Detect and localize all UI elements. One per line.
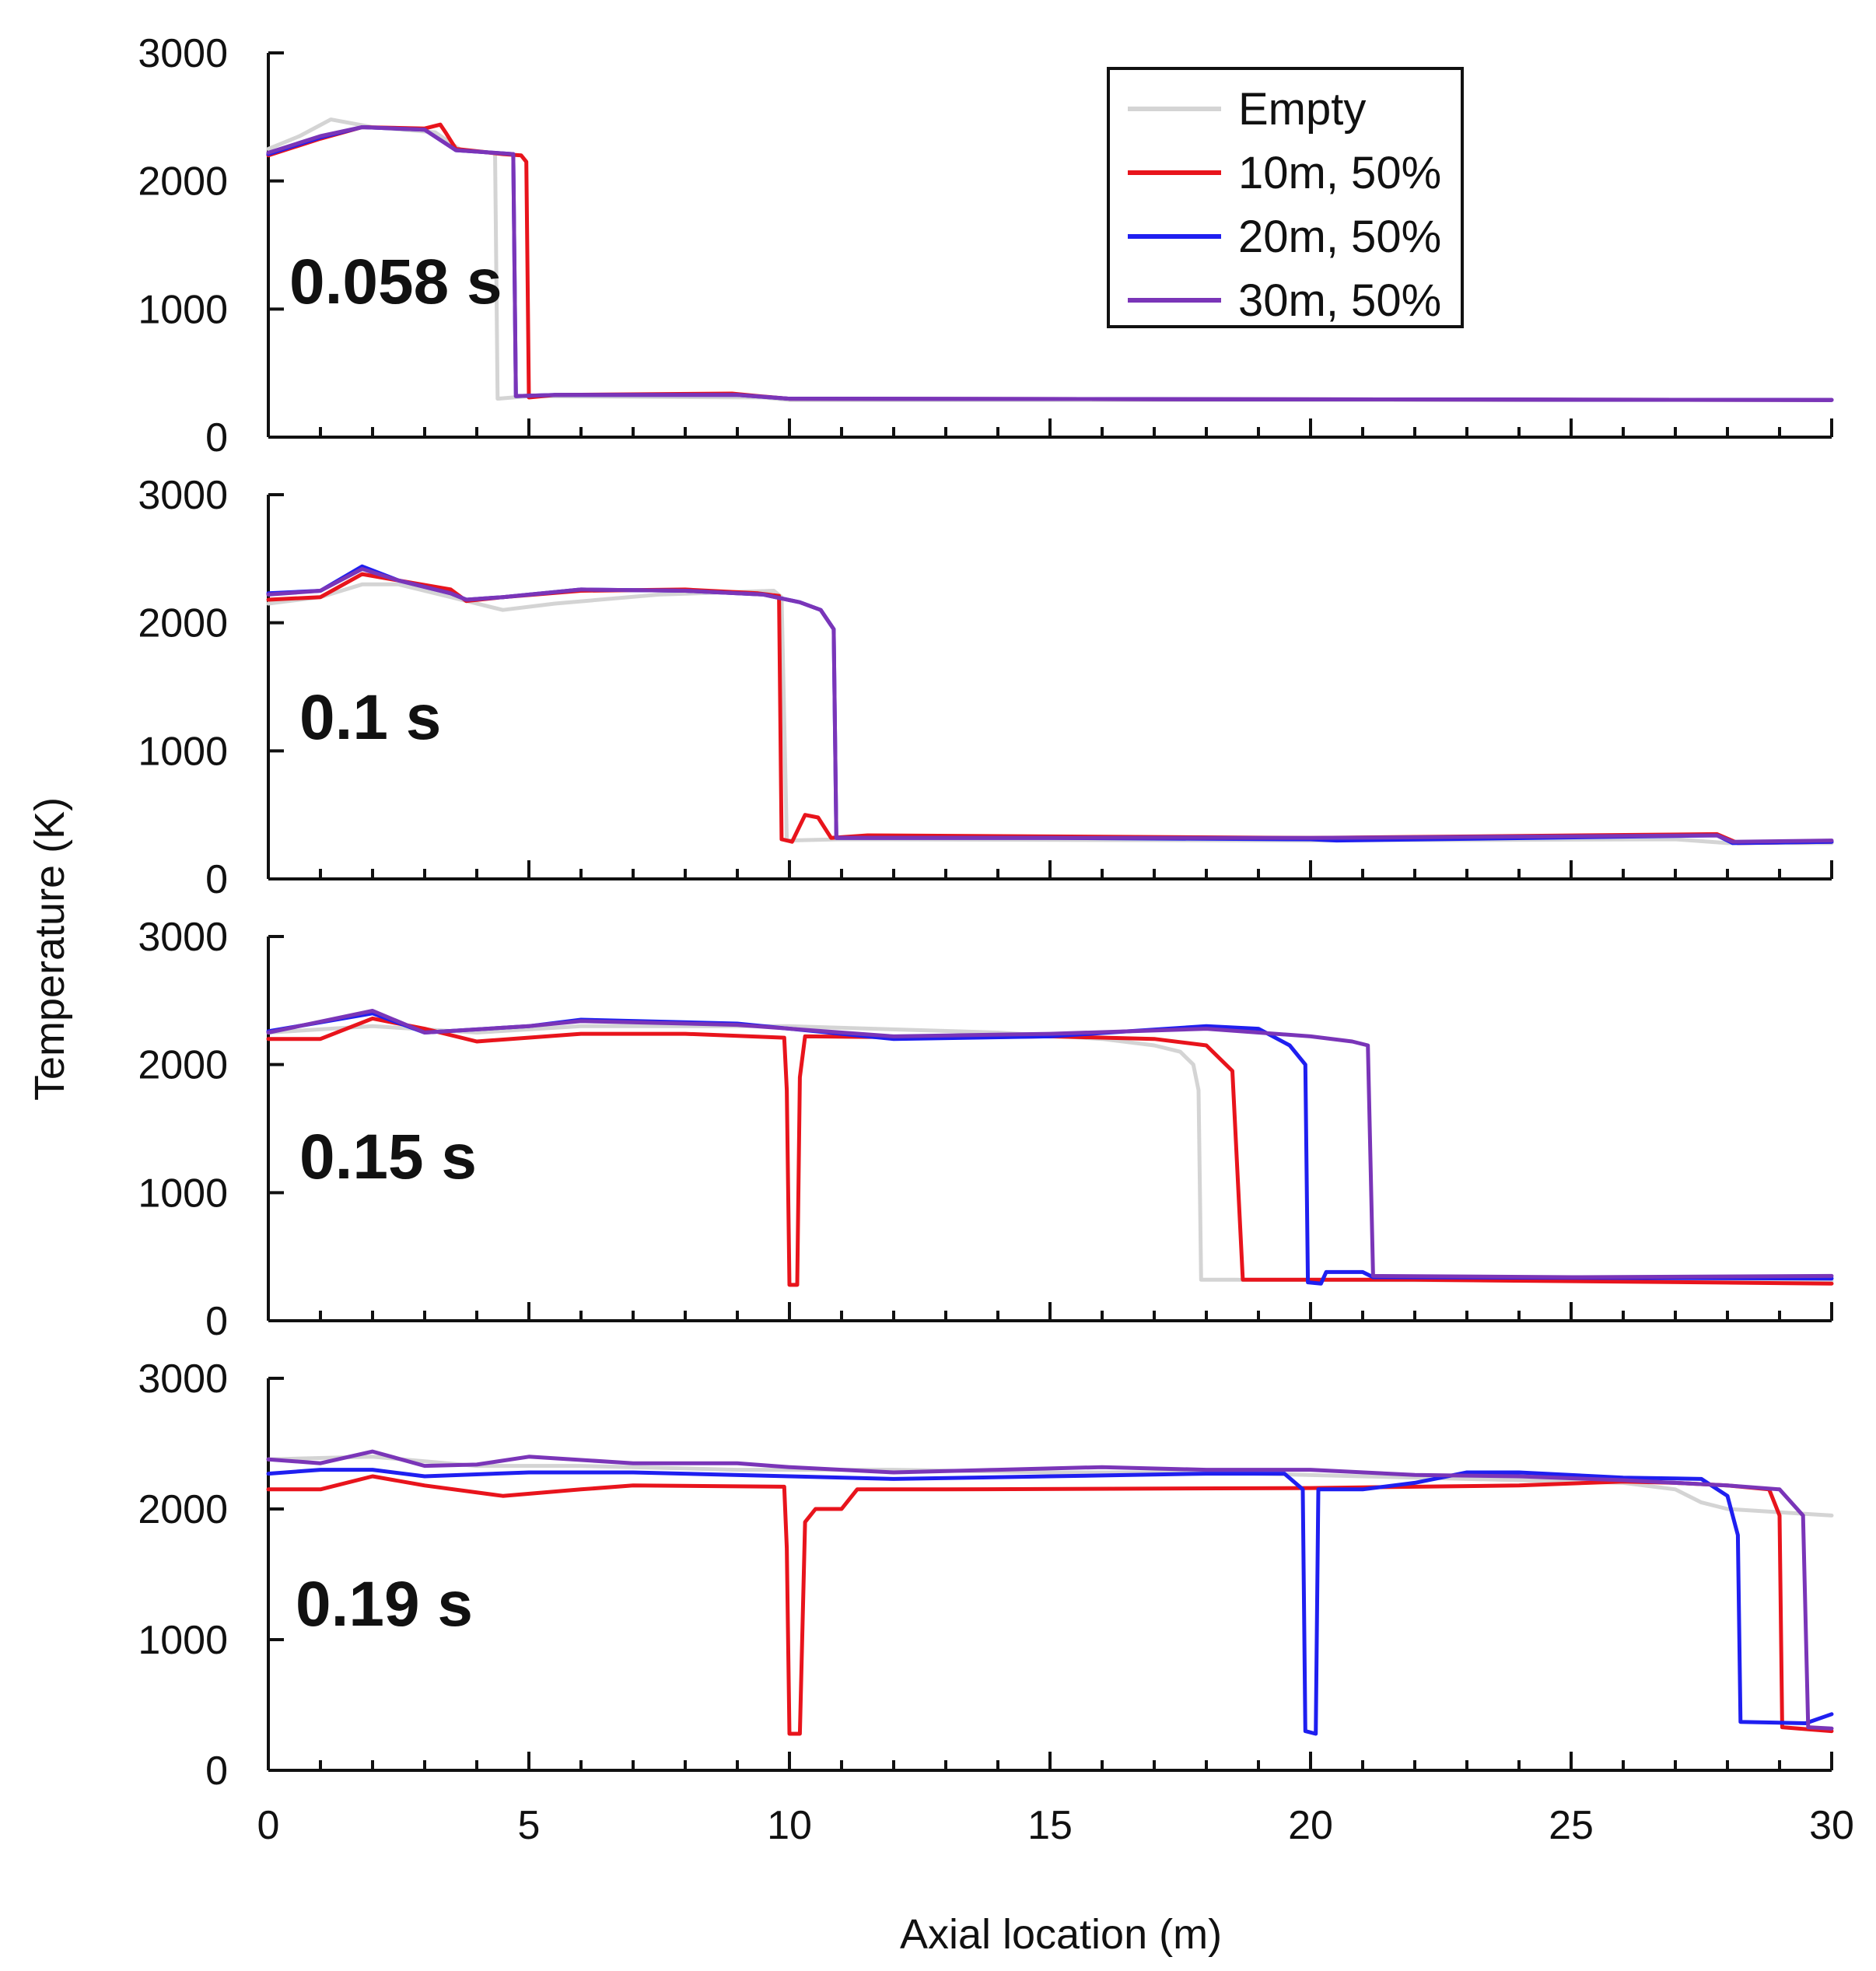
series-line-10m-50 <box>266 1016 1834 1287</box>
y-tick-label: 0 <box>205 1749 228 1794</box>
y-tick-label: 3000 <box>138 31 228 76</box>
panel-4: 0 1000 2000 3000 0 5 10 15 20 25 30 0.19 s <box>138 1357 1854 1848</box>
panel-time-label: 0.15 s <box>299 1122 477 1192</box>
x-tick-label: 10 <box>767 1803 812 1848</box>
y-tick-label: 2000 <box>138 601 228 646</box>
y-tick-label: 1000 <box>138 729 228 774</box>
panel-time-label: 0.058 s <box>289 247 502 317</box>
y-tick-label: 2000 <box>138 1487 228 1532</box>
y-axis-title: Temperature (K) <box>26 797 73 1101</box>
series-line-20m-50 <box>266 125 1834 402</box>
legend: Empty 10m, 50% 20m, 50% 30m, 50% <box>1107 67 1464 328</box>
series-line-30m-50 <box>266 567 1834 844</box>
series-line-empty <box>266 582 1834 845</box>
x-tick-label: 20 <box>1288 1803 1333 1848</box>
legend-label: Empty <box>1238 84 1366 135</box>
x-axis-title: Axial location (m) <box>900 1911 1222 1958</box>
legend-entry: 30m, 50% <box>1128 275 1441 326</box>
series-line-20m-50 <box>266 1011 1834 1286</box>
legend-entries: Empty 10m, 50% 20m, 50% 30m, 50% <box>1128 84 1441 326</box>
series-line-30m-50 <box>266 1449 1834 1731</box>
series-line-10m-50 <box>266 572 1834 845</box>
x-tick-label: 5 <box>518 1803 541 1848</box>
legend-label: 10m, 50% <box>1238 148 1441 198</box>
series-line-30m-50 <box>266 1009 1834 1280</box>
y-tick-label: 1000 <box>138 1618 228 1663</box>
legend-entry: 20m, 50% <box>1128 212 1441 262</box>
series-line-empty <box>266 1024 1834 1283</box>
y-tick-label: 0 <box>205 415 228 460</box>
legend-frame <box>1107 67 1464 328</box>
y-tick-label: 3000 <box>138 915 228 960</box>
series-line-10m-50 <box>266 122 1834 402</box>
panel-1: 0 1000 2000 3000 0.058 s <box>138 31 1834 460</box>
legend-label: 20m, 50% <box>1238 212 1441 262</box>
y-tick-label: 3000 <box>138 1357 228 1402</box>
series-line-10m-50 <box>266 1474 1834 1736</box>
series-line-20m-50 <box>266 564 1834 845</box>
y-tick-label: 2000 <box>138 1043 228 1088</box>
y-tick-label: 2000 <box>138 159 228 205</box>
x-tick-label: 30 <box>1809 1803 1854 1848</box>
legend-entry: Empty <box>1128 84 1366 135</box>
series-line-empty <box>266 117 1834 402</box>
panel-2: 0 1000 2000 3000 0.1 s <box>138 473 1834 902</box>
y-tick-label: 0 <box>205 1299 228 1344</box>
series-line-30m-50 <box>266 125 1834 402</box>
y-tick-label: 3000 <box>138 473 228 518</box>
x-tick-label: 15 <box>1027 1803 1073 1848</box>
series-line-20m-50 <box>266 1468 1834 1736</box>
panel-time-label: 0.1 s <box>299 682 441 753</box>
legend-label: 30m, 50% <box>1238 275 1441 326</box>
y-tick-label: 1000 <box>138 1171 228 1216</box>
x-tick-label: 25 <box>1549 1803 1594 1848</box>
panel-3: 0 1000 2000 3000 0.15 s <box>138 915 1834 1344</box>
panel-time-label: 0.19 s <box>296 1569 473 1640</box>
series-line-empty <box>266 1455 1834 1518</box>
y-tick-label: 1000 <box>138 287 228 332</box>
y-tick-label: 0 <box>205 857 228 902</box>
x-tick-label: 0 <box>257 1803 280 1848</box>
legend-entry: 10m, 50% <box>1128 148 1441 198</box>
